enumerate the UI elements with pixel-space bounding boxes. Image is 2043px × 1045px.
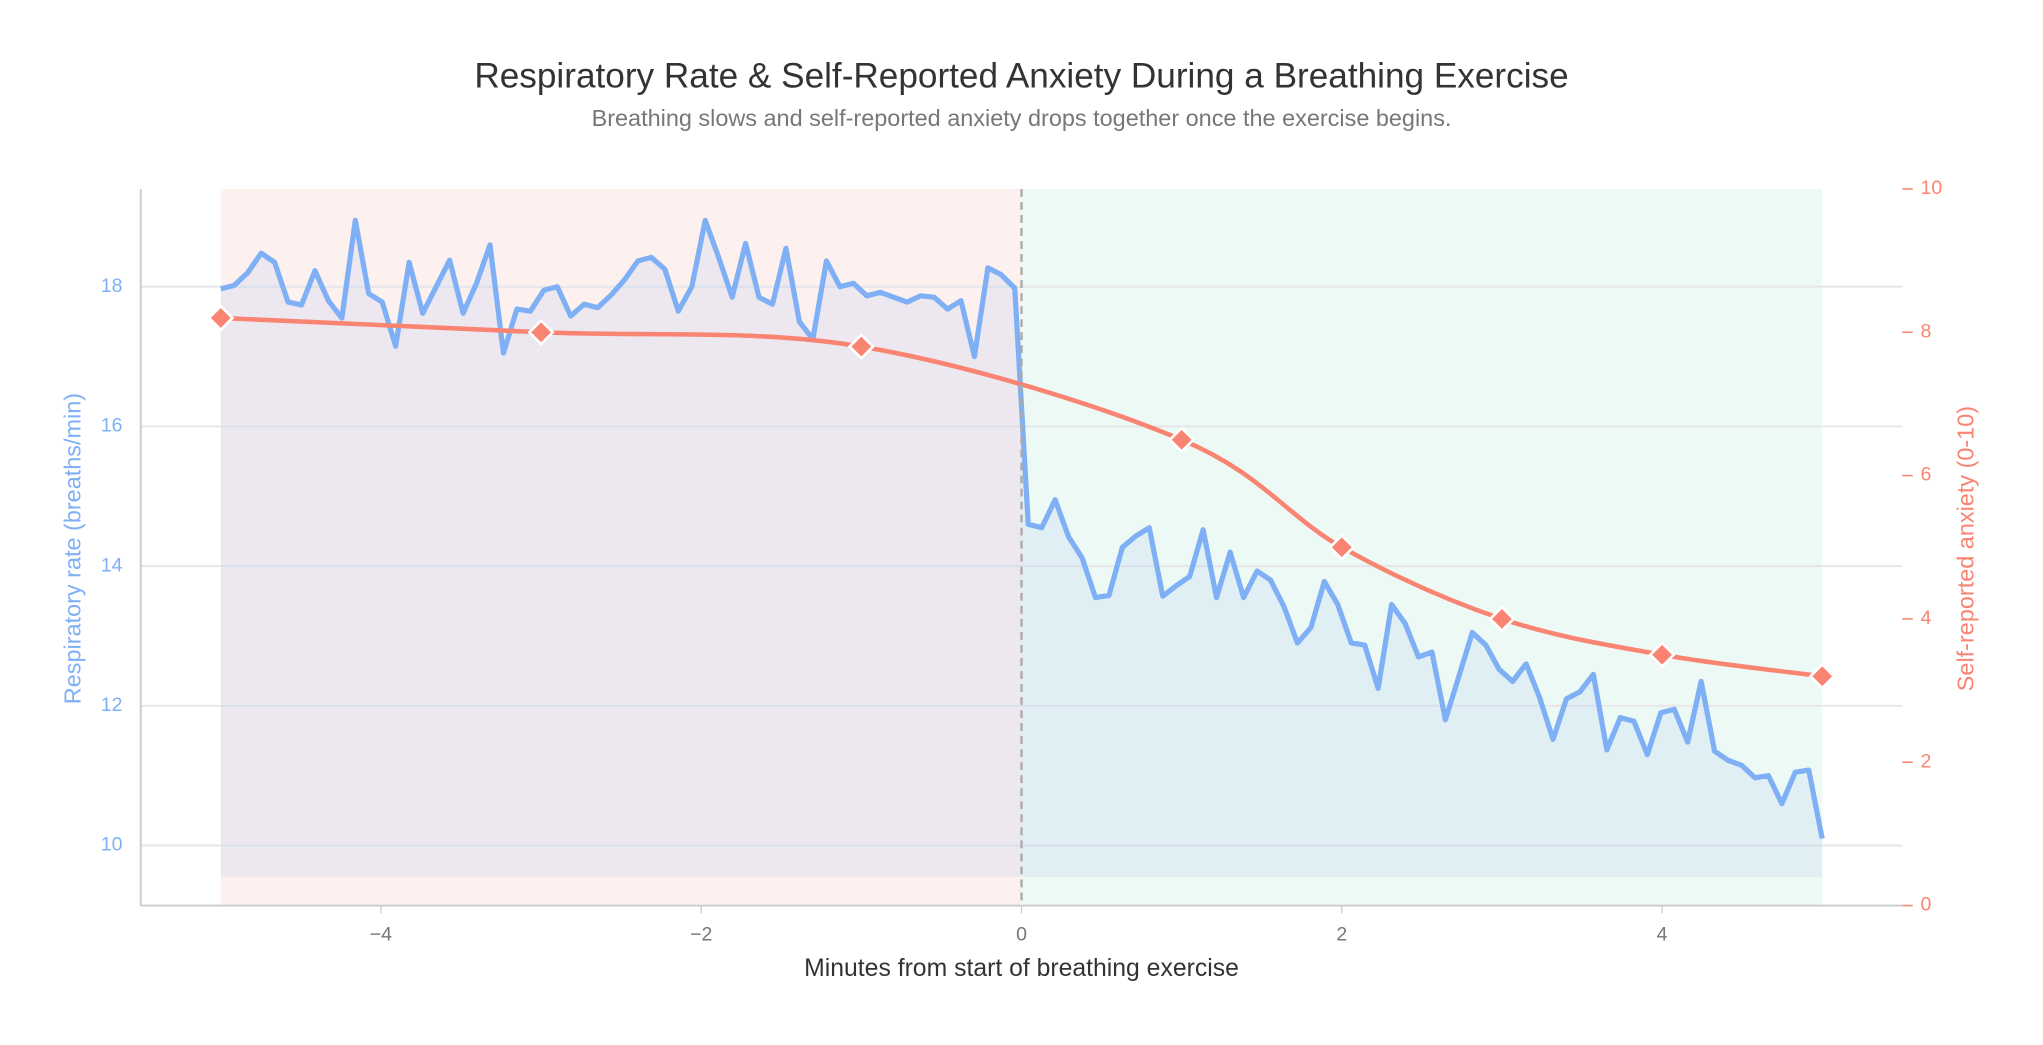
marker [847,333,875,361]
marker [1168,426,1196,454]
x-axis-label: Minutes from start of breathing exercise [804,955,1239,982]
marker [1648,641,1676,669]
marker [207,304,235,332]
area [220,220,1823,877]
y2-tick-label: 6 [1921,464,1932,486]
marker [1808,662,1836,690]
y2-tick-label: 0 [1921,894,1932,916]
y2-tick-label: 10 [1921,177,1943,199]
y2-tick-label: 8 [1921,320,1932,342]
series-line [220,217,1825,840]
shaded-span [220,188,1022,906]
x-tick-label: 0 [1016,924,1027,946]
y-tick-label: 14 [101,554,123,576]
y2-axis-label: Self-reported anxiety (0-10) [1953,406,1979,691]
chart-title: Respiratory Rate & Self-Reported Anxiety… [474,56,1568,95]
y2-tick-label: 4 [1921,607,1932,629]
y-tick-label: 16 [101,415,123,437]
y-tick-label: 10 [101,834,123,856]
marker [1328,533,1356,561]
y2-tick-label: 2 [1921,750,1932,772]
x-tick-label: −4 [370,924,392,946]
marker [527,318,555,346]
x-tick-label: 4 [1657,924,1668,946]
y-axis-label: Respiratory rate (breaths/min) [59,393,85,704]
chart-subtitle: Breathing slows and self-reported anxiet… [592,105,1452,131]
marker [1488,605,1516,633]
y-tick-label: 18 [101,275,123,297]
x-tick-label: 2 [1336,924,1347,946]
x-tick-label: −2 [690,924,712,946]
y-tick-label: 12 [101,694,123,716]
